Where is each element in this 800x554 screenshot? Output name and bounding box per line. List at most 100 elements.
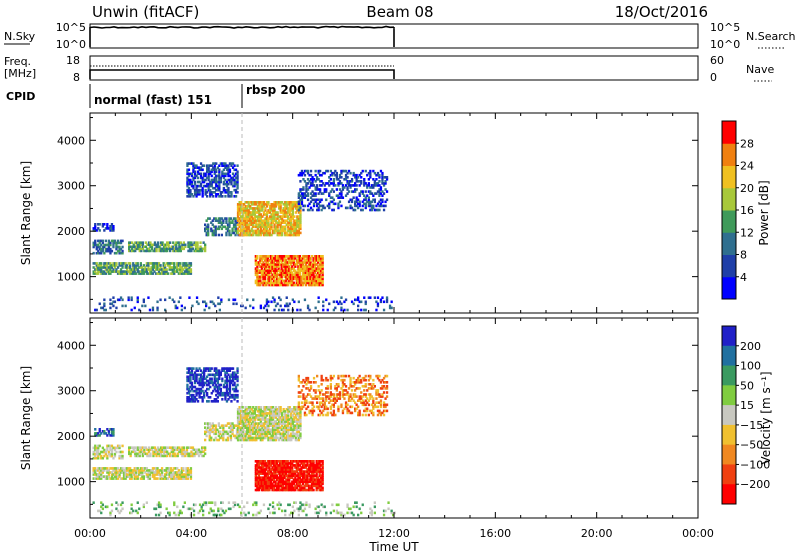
echo-cell <box>364 383 367 386</box>
echo-cell <box>317 188 320 191</box>
echo-cell <box>283 269 286 272</box>
echo-cell <box>265 302 269 306</box>
echo-cell <box>225 219 228 222</box>
echo-cell <box>136 298 139 302</box>
echo-cell <box>258 430 261 434</box>
echo-cell <box>268 279 271 283</box>
echo-cell <box>297 217 300 220</box>
echo-cell <box>229 217 233 220</box>
echo-cell <box>332 403 335 407</box>
echo-cell <box>297 300 300 304</box>
echo-cell <box>221 367 224 370</box>
echo-cell <box>340 171 343 175</box>
echo-cell <box>269 267 273 270</box>
echo-cell <box>286 267 289 270</box>
echo-cell <box>148 270 152 273</box>
echo-cell <box>287 201 290 204</box>
echo-cell <box>297 418 300 421</box>
echo-cell <box>358 173 361 177</box>
echo-cell <box>170 477 173 480</box>
echo-cell <box>367 196 370 199</box>
echo-cell <box>277 263 280 266</box>
echo-cell <box>164 266 167 269</box>
echo-cell <box>127 262 130 265</box>
echo-cell <box>118 469 121 472</box>
echo-cell <box>138 450 141 454</box>
echo-cell <box>357 387 360 390</box>
echo-cell <box>236 426 240 429</box>
echo-cell <box>366 409 369 413</box>
echo-cell <box>375 173 378 177</box>
echo-cell <box>217 422 220 425</box>
echo-cell <box>288 434 291 438</box>
echo-cell <box>208 432 211 436</box>
echo-cell <box>376 389 380 392</box>
echo-cell <box>257 269 260 272</box>
echo-cell <box>230 379 233 383</box>
echo-cell <box>153 266 156 269</box>
echo-cell <box>231 162 235 165</box>
echo-cell <box>366 186 369 189</box>
echo-cell <box>236 389 239 393</box>
echo-cell <box>181 454 184 458</box>
echo-cell <box>289 277 292 281</box>
echo-cell <box>103 467 106 470</box>
echo-cell <box>284 209 287 212</box>
echo-cell <box>206 383 209 387</box>
echo-cell <box>135 467 138 470</box>
echo-cell <box>100 450 103 454</box>
echo-cell <box>259 205 262 208</box>
echo-cell <box>341 188 345 191</box>
echo-cell <box>187 369 191 372</box>
echo-cell <box>236 217 240 220</box>
echo-cell <box>112 430 115 433</box>
echo-cell <box>337 383 340 386</box>
echo-cell <box>240 217 243 220</box>
echo-cell <box>173 471 176 474</box>
echo-cell <box>259 428 262 432</box>
echo-cell <box>204 369 207 372</box>
echo-cell <box>360 300 363 304</box>
echo-cell <box>231 424 234 427</box>
echo-cell <box>382 385 386 388</box>
echo-cell <box>300 281 303 285</box>
echo-cell <box>269 271 273 274</box>
echo-cell <box>206 379 209 383</box>
echo-cell <box>296 219 299 222</box>
colorbar-segment <box>722 187 736 211</box>
echo-cell <box>193 373 197 377</box>
echo-cell <box>129 270 132 273</box>
echo-cell <box>266 265 270 268</box>
echo-cell <box>357 202 360 206</box>
echo-cell <box>150 247 154 251</box>
echo-cell <box>236 375 239 379</box>
echo-cell <box>228 221 231 224</box>
echo-cell <box>255 231 258 235</box>
echo-cell <box>297 436 300 440</box>
echo-cell <box>220 434 223 438</box>
echo-cell <box>182 452 185 456</box>
echo-cell <box>175 448 178 452</box>
echo-cell <box>310 265 314 268</box>
echo-cell <box>322 182 325 185</box>
echo-cell <box>106 467 109 470</box>
echo-cell <box>119 239 123 243</box>
echo-cell <box>375 192 378 195</box>
echo-cell <box>241 438 244 442</box>
echo-cell <box>196 176 200 180</box>
echo-cell <box>261 225 264 229</box>
echo-cell <box>303 275 306 279</box>
echo-cell <box>249 217 252 220</box>
echo-cell <box>159 247 163 251</box>
echo-cell <box>357 298 360 302</box>
echo-cell <box>280 283 283 287</box>
echo-cell <box>264 233 267 237</box>
echo-cell <box>354 184 357 187</box>
echo-cell <box>297 269 300 272</box>
echo-cell <box>156 262 159 265</box>
echo-cell <box>305 413 308 417</box>
echo-cell <box>266 273 270 277</box>
echo-cell <box>199 375 203 379</box>
echo-cell <box>322 403 325 407</box>
echo-cell <box>317 281 320 285</box>
